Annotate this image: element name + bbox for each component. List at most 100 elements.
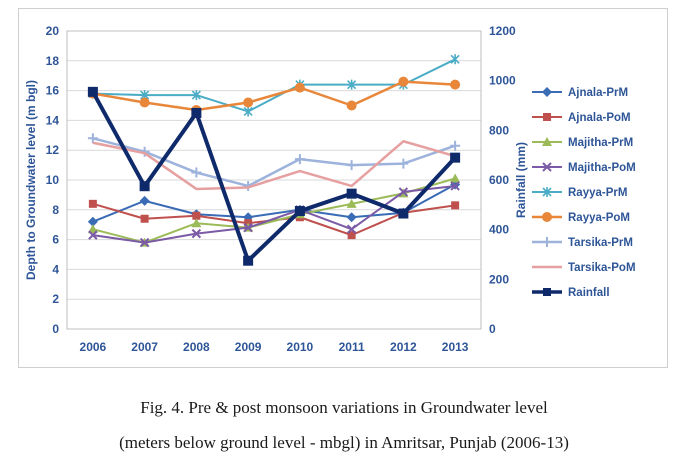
legend-label-rainfall: Rainfall [568, 287, 610, 299]
data-point-ajnala-pom [192, 211, 201, 220]
data-point-tarsika-prm [398, 158, 409, 169]
legend-label-majitha-prm: Majitha-PrM [568, 137, 633, 149]
y-right-tick-label: 1200 [489, 24, 516, 38]
data-point-rainfall [346, 188, 357, 199]
figure-caption-line-2: (meters below ground level - mbgl) in Am… [119, 433, 569, 452]
y-right-tick-label: 1000 [489, 74, 516, 88]
data-point-rainfall [398, 208, 409, 219]
data-point-majitha-prm [191, 218, 202, 228]
series-line-majitha-prm [92, 177, 456, 244]
axis-layer: 0246810121416182002004006008001000120020… [24, 24, 528, 354]
data-point-rainfall [450, 152, 461, 163]
legend-marker-ajnala-pom [543, 113, 551, 121]
y-right-axis-title: Rainfall (mm) [514, 142, 528, 218]
data-point-rainfall [294, 206, 305, 217]
legend-marker-rayya-pom [542, 212, 552, 222]
data-point-rayya-pom [139, 97, 150, 108]
legend-marker-majitha-prm [542, 137, 552, 146]
y-left-tick-label: 16 [46, 84, 60, 98]
legend-label-majitha-pom: Majitha-PoM [568, 162, 636, 174]
data-point-rayya-prm [347, 79, 357, 90]
data-point-majitha-pom [398, 187, 409, 197]
y-left-tick-label: 18 [46, 54, 60, 68]
data-point-majitha-pom [191, 228, 202, 239]
data-point-majitha-prm [450, 173, 461, 183]
legend-marker-majitha-pom [542, 162, 552, 172]
data-point-rayya-prm [450, 54, 460, 65]
data-point-majitha-pom [346, 224, 357, 234]
x-tick-label: 2011 [339, 340, 365, 354]
legend-label-rayya-pom: Rayya-PoM [568, 212, 630, 224]
data-point-ajnala-prm [139, 195, 150, 206]
figure-caption-line-1: Fig. 4. Pre & post monsoon variations in… [140, 398, 548, 417]
data-point-majitha-pom [243, 222, 253, 233]
data-point-tarsika-prm [450, 140, 461, 151]
y-left-tick-label: 8 [52, 203, 59, 217]
data-point-tarsika-prm [346, 160, 357, 171]
groundwater-rainfall-chart: 0246810121416182002004006008001000120020… [24, 24, 636, 354]
x-tick-label: 2007 [131, 340, 158, 354]
plot-area [66, 30, 482, 330]
x-tick-label: 2006 [80, 340, 107, 354]
data-point-rayya-pom [294, 82, 305, 93]
data-point-majitha-prm [346, 198, 357, 208]
legend-label-ajnala-prm: Ajnala-PrM [568, 87, 628, 99]
series-line-rainfall [91, 90, 457, 263]
data-point-tarsika-prm [191, 167, 202, 178]
series-line-ajnala-prm [92, 183, 456, 223]
y-left-tick-label: 0 [52, 322, 59, 336]
data-point-majitha-prm [87, 224, 98, 234]
y-right-tick-label: 0 [489, 322, 496, 336]
data-point-rayya-pom [450, 79, 461, 90]
x-tick-label: 2010 [287, 340, 314, 354]
y-left-tick-label: 10 [46, 173, 60, 187]
y-left-tick-label: 12 [46, 143, 60, 157]
legend-marker-rainfall [543, 288, 551, 296]
data-point-rayya-prm [243, 106, 253, 117]
data-point-ajnala-prm [87, 216, 98, 227]
data-point-rayya-pom [398, 76, 409, 87]
y-left-tick-label: 2 [52, 292, 59, 306]
data-point-rainfall [139, 181, 150, 192]
legend-marker-tarsika-prm [542, 237, 552, 247]
legend-label-rayya-prm: Rayya-PrM [568, 187, 627, 199]
data-point-tarsika-prm [294, 154, 305, 165]
x-tick-label: 2012 [390, 340, 417, 354]
legend-layer: Ajnala-PrM Ajnala-PoM Majitha-PrM Majitha-P… [532, 87, 636, 299]
y-right-tick-label: 200 [489, 272, 509, 286]
series-line-rayya-pom [92, 80, 456, 112]
data-point-rainfall [191, 107, 202, 118]
data-point-majitha-pom [139, 237, 150, 248]
data-point-rayya-prm [191, 90, 201, 101]
chart-frame: 0 2 4 6 8 10 12 14 16 18 20 0 200 400 600 800 1000 1200 20… [18, 8, 668, 368]
legend-label-tarsika-pom: Tarsika-PoM [568, 262, 636, 274]
data-point-tarsika-prm [87, 133, 98, 144]
y-left-axis-title: Depth to Groundwater level (m bgl) [24, 80, 38, 280]
data-point-ajnala-pom [88, 199, 97, 208]
series-line-tarsika-pom [92, 140, 456, 191]
data-point-rainfall [87, 86, 98, 97]
y-left-tick-label: 6 [52, 233, 59, 247]
y-left-tick-label: 20 [46, 24, 60, 38]
data-point-majitha-pom [88, 230, 98, 240]
legend-label-tarsika-prm: Tarsika-PrM [568, 237, 633, 249]
data-point-majitha-pom [450, 181, 460, 191]
series-layer [87, 54, 461, 266]
x-tick-label: 2009 [235, 340, 262, 354]
data-point-ajnala-pom [347, 231, 356, 240]
data-point-rayya-pom [346, 100, 357, 111]
y-right-tick-label: 400 [489, 223, 509, 237]
y-right-tick-label: 800 [489, 123, 509, 137]
data-point-ajnala-prm [346, 212, 357, 223]
legend-marker-ajnala-prm [542, 87, 552, 97]
x-tick-label: 2013 [442, 340, 469, 354]
legend-marker-rayya-prm [542, 187, 552, 197]
data-point-rainfall [243, 255, 254, 266]
data-point-ajnala-pom [451, 201, 460, 210]
data-point-ajnala-pom [140, 214, 149, 223]
y-right-tick-label: 600 [489, 173, 509, 187]
y-left-tick-label: 4 [52, 262, 59, 276]
x-tick-label: 2008 [183, 340, 210, 354]
series-line-majitha-pom [92, 184, 456, 244]
data-point-rayya-pom [243, 97, 254, 108]
